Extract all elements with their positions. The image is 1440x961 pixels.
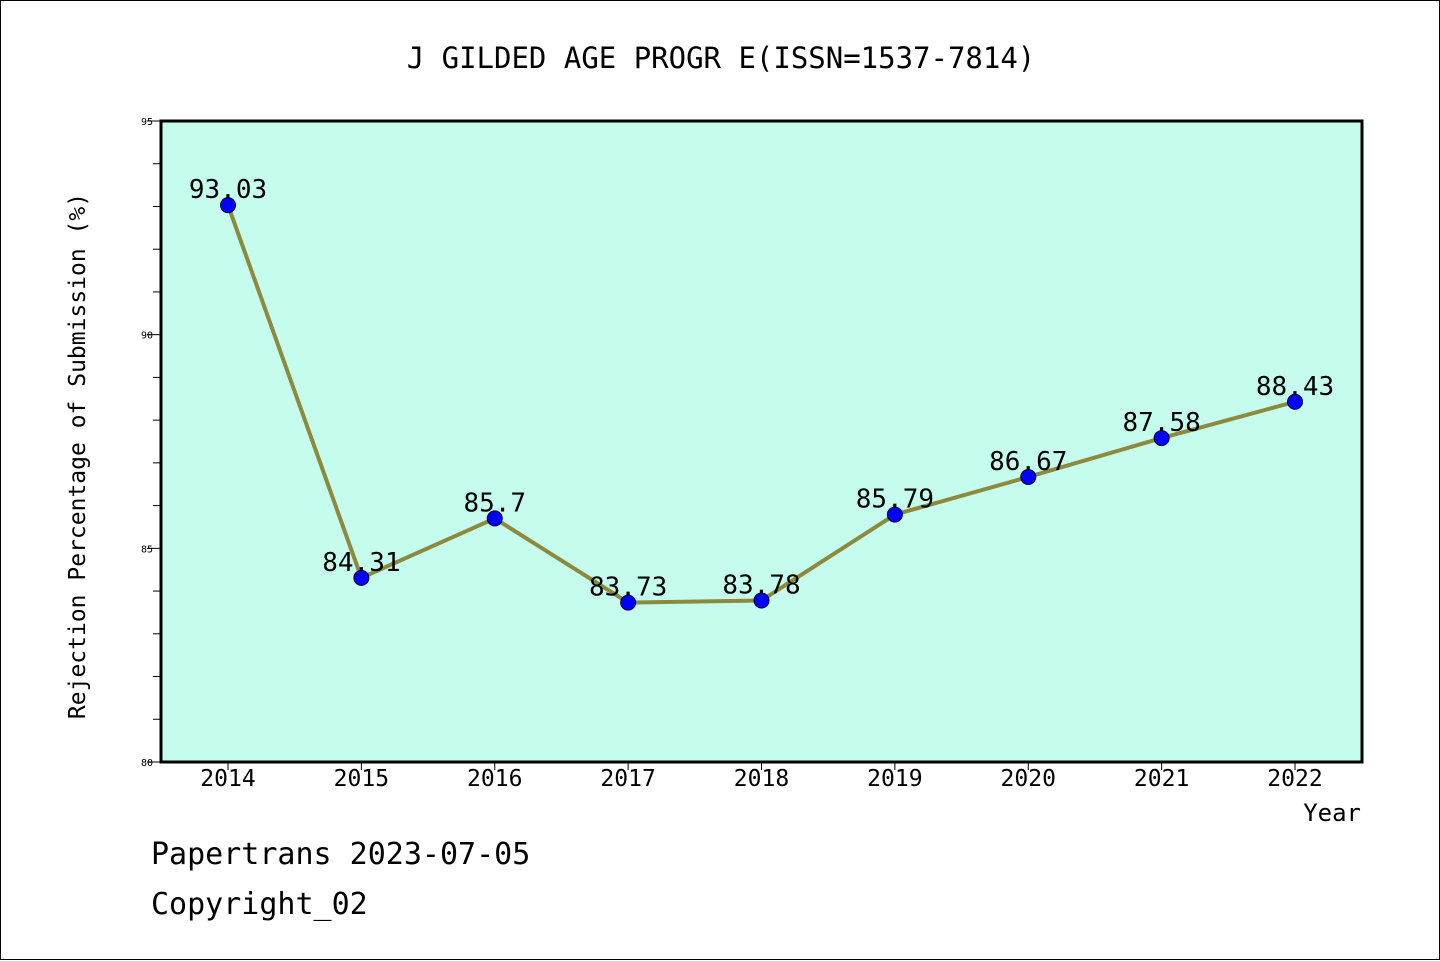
y-tick-label: 80 (141, 758, 153, 769)
y-tick-label: 95 (141, 117, 153, 128)
footer-date: Papertrans 2023-07-05 (151, 837, 530, 872)
y-axis-label: Rejection Percentage of Submission (%) (65, 193, 91, 719)
data-point (1287, 393, 1303, 410)
data-label: 85.7 (463, 488, 526, 518)
x-tick-label: 2015 (334, 766, 389, 792)
y-axis: 80 85 90 95 (141, 117, 161, 769)
plot-area (161, 121, 1362, 762)
x-tick-label: 2018 (734, 766, 789, 792)
x-tick-label: 2021 (1134, 766, 1189, 792)
y-tick-label: 90 (141, 331, 153, 342)
data-label: 93.03 (189, 175, 267, 205)
data-label: 86.67 (989, 447, 1067, 477)
data-label: 83.73 (589, 573, 667, 603)
data-points (220, 197, 1303, 611)
data-point (620, 594, 637, 611)
data-label: 87.58 (1122, 408, 1200, 438)
x-tick-label: 2014 (200, 766, 255, 792)
data-point (1020, 468, 1037, 485)
y-tick-label: 85 (141, 544, 153, 555)
x-tick-label: 2019 (867, 766, 922, 792)
x-axis: 2014 2015 2016 2017 2018 2019 2020 2021 2022 (200, 762, 1323, 792)
data-point (486, 510, 503, 527)
x-tick-label: 2022 (1267, 766, 1322, 792)
footer-copyright: Copyright_02 (151, 887, 368, 922)
x-axis-label: Year (1303, 799, 1361, 827)
data-point (753, 592, 770, 609)
data-point (353, 569, 370, 586)
x-tick-label: 2016 (467, 766, 522, 792)
data-label: 85.79 (856, 485, 934, 515)
plot-border (159, 119, 1364, 764)
data-point (220, 197, 236, 214)
data-point (1153, 430, 1170, 447)
data-label: 88.43 (1256, 372, 1334, 402)
data-labels: 93.03 84.31 85.7 83.73 83.78 85.79 86.67 87.58 8… (189, 175, 1334, 602)
data-label: 84.31 (322, 548, 400, 578)
x-tick-label: 2020 (1001, 766, 1056, 792)
data-point (886, 506, 903, 523)
data-label: 83.78 (722, 570, 800, 600)
x-tick-label: 2017 (600, 766, 655, 792)
chart-title: J GILDED AGE PROGR E(ISSN=1537-7814) (407, 41, 1036, 75)
